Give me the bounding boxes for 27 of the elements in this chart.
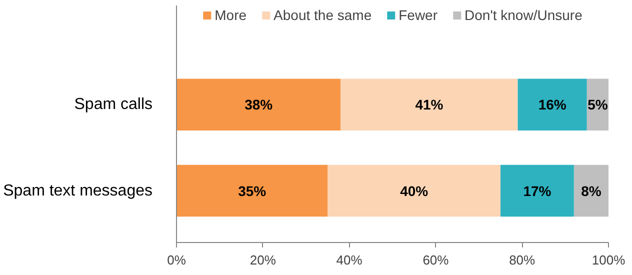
x-tick-label: 20% xyxy=(250,252,276,268)
x-tick-label: 0% xyxy=(167,252,186,268)
bar xyxy=(574,164,608,217)
y-tick-label: Spam calls xyxy=(74,96,152,114)
bar xyxy=(500,164,574,217)
data-label: 40% xyxy=(400,182,429,199)
data-label: 17% xyxy=(523,182,552,199)
data-label: 8% xyxy=(581,182,602,199)
bar xyxy=(176,164,328,217)
bar xyxy=(518,78,587,130)
x-tick-label: 60% xyxy=(422,252,450,268)
data-label: 5% xyxy=(588,96,608,113)
legend-label: About the same xyxy=(274,7,372,23)
x-tick-label: 100% xyxy=(592,252,626,268)
bar xyxy=(328,164,500,217)
bar xyxy=(176,78,341,130)
x-tick-label: 80% xyxy=(509,252,536,268)
bar xyxy=(340,78,518,130)
data-label: 38% xyxy=(244,96,274,113)
data-label: 41% xyxy=(415,96,444,113)
legend-label: Don't know/Unsure xyxy=(464,7,582,23)
x-tick-label: 40% xyxy=(336,252,363,268)
y-tick-label: Spam text messages xyxy=(3,182,153,200)
data-label: 16% xyxy=(538,96,567,113)
legend-label: More xyxy=(214,7,247,23)
legend-label: Fewer xyxy=(398,7,438,23)
data-label: 35% xyxy=(238,182,267,199)
